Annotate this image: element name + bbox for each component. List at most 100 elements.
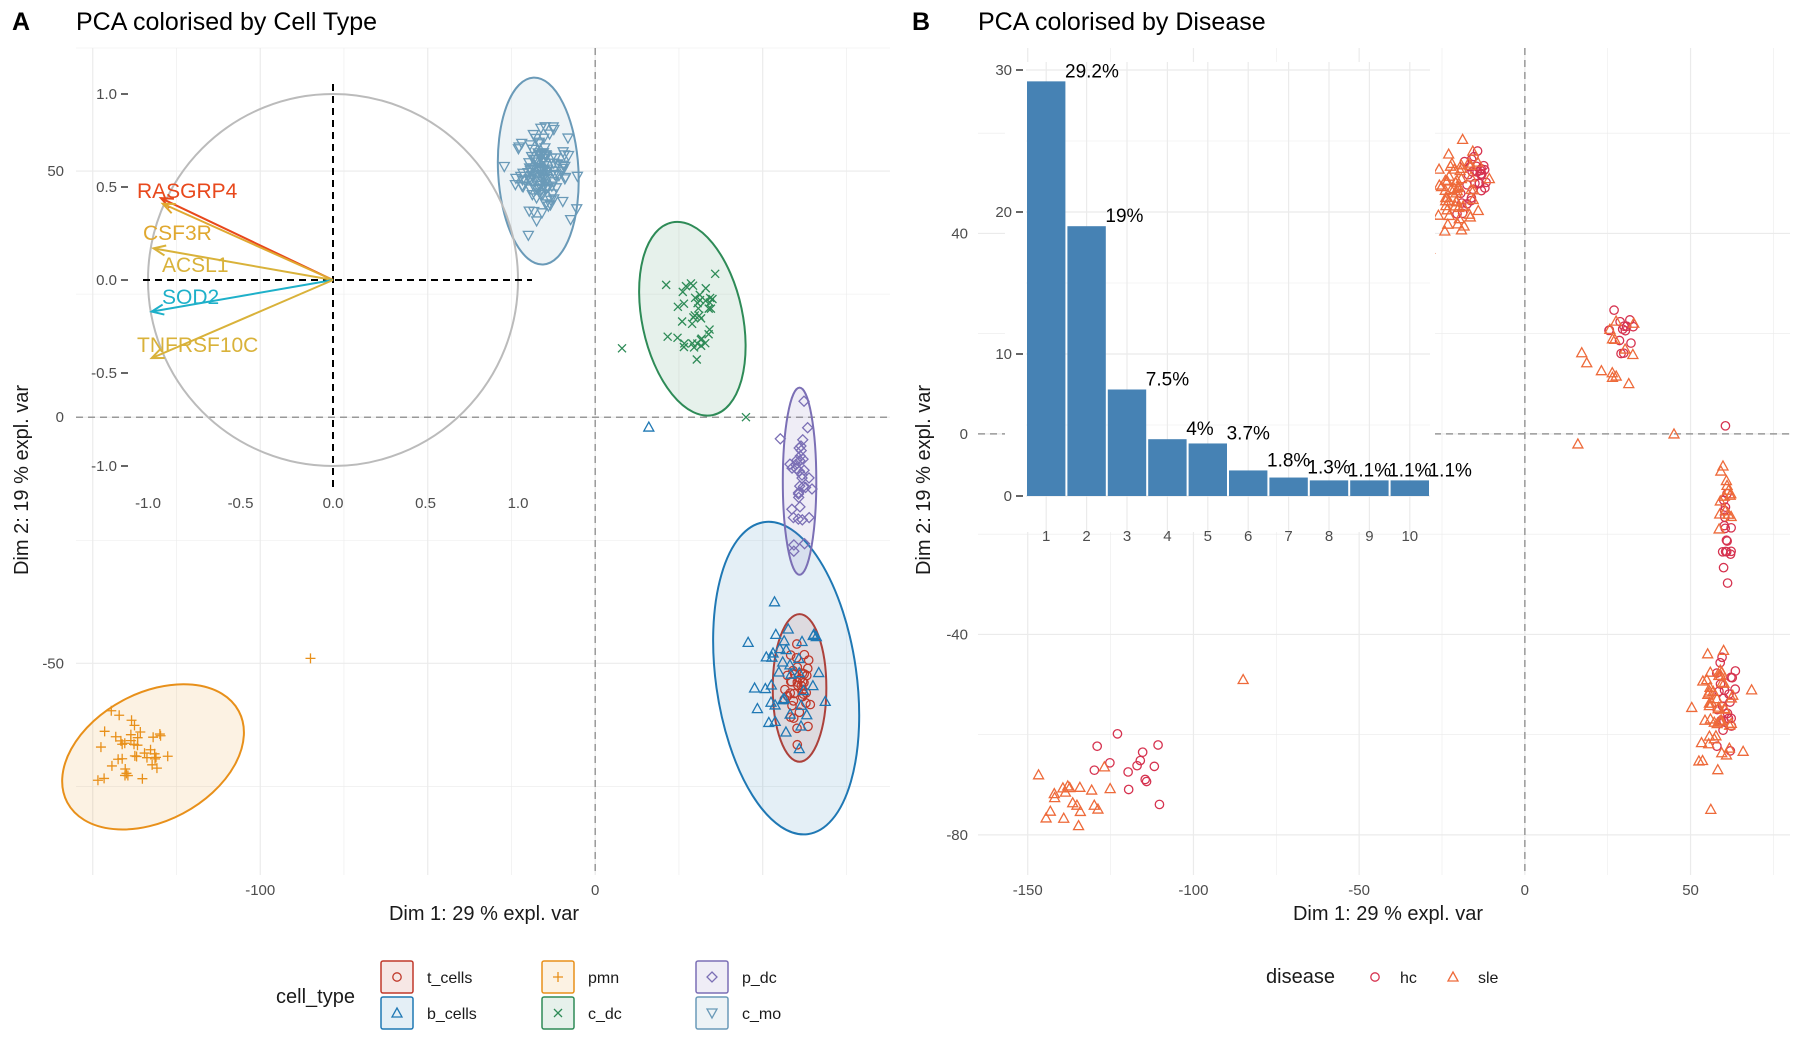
point-c_mo <box>547 122 560 134</box>
point-c_mo <box>530 216 543 228</box>
point-pmn <box>92 775 103 786</box>
point-c_mo <box>539 122 552 134</box>
scree-y-tick-label: 0 <box>1004 488 1012 505</box>
point-b_cells <box>776 655 789 667</box>
point-b_cells <box>782 622 795 634</box>
legend-label-hc: hc <box>1400 970 1417 987</box>
point-p_dc <box>790 454 803 467</box>
point-sle <box>1445 183 1458 195</box>
loading-label-RASGRP4: RASGRP4 <box>137 180 238 203</box>
loading-arrowhead-TNFRSF10C <box>149 348 165 360</box>
point-sle <box>1439 194 1452 206</box>
point-sle <box>1048 787 1061 799</box>
point-pmn <box>106 760 117 771</box>
point-c_dc <box>673 302 683 312</box>
point-sle <box>1701 647 1714 659</box>
panel-a-x-axis-title: Dim 1: 29 % expl. var <box>389 903 579 925</box>
point-pmn <box>125 729 136 740</box>
point-sle <box>1723 741 1736 753</box>
point-c_mo <box>535 208 549 220</box>
scree-y-tick-label: 20 <box>995 204 1012 221</box>
inset-x-tick-label: 0.5 <box>415 495 436 512</box>
point-sle <box>1450 194 1463 206</box>
point-sle <box>1439 199 1453 211</box>
scree-bar-label-3: 7.5% <box>1146 370 1189 391</box>
legend-marker-c_mo <box>705 1008 719 1020</box>
point-c_mo <box>514 171 527 183</box>
point-b_cells <box>793 666 806 678</box>
point-b_cells <box>810 630 823 642</box>
point-t_cells <box>788 696 799 706</box>
point-sle <box>1074 805 1087 817</box>
point-sle <box>1466 144 1479 156</box>
loading-arrowhead-CSF3R <box>160 202 176 214</box>
point-sle <box>1703 696 1716 708</box>
point-sle <box>1704 712 1717 724</box>
inset-y-tick-label: 1.0 <box>96 86 117 103</box>
point-hc <box>1474 178 1485 189</box>
scree-x-tick-label: 4 <box>1163 528 1171 545</box>
point-b_cells <box>742 636 755 647</box>
point-c_mo <box>547 158 560 170</box>
point-pmn <box>117 739 128 750</box>
legend-label-b_cells: b_cells <box>427 1006 477 1023</box>
point-p_dc <box>792 488 805 500</box>
point-hc <box>1135 755 1146 766</box>
point-c_mo <box>547 166 560 178</box>
point-p_dc <box>799 481 812 494</box>
point-sle <box>1072 819 1085 831</box>
point-pmn <box>110 731 121 742</box>
point-hc <box>1727 672 1738 683</box>
point-pmn <box>150 753 161 764</box>
point-b_cells <box>800 708 813 720</box>
point-b_cells <box>783 658 797 670</box>
scree-bar-label-7: 1.3% <box>1307 458 1350 479</box>
point-hc <box>1621 321 1632 332</box>
point-pmn <box>155 730 166 741</box>
point-hc <box>1720 420 1731 431</box>
point-c_mo <box>522 230 535 242</box>
point-b_cells <box>769 715 782 727</box>
point-hc <box>1726 522 1736 533</box>
point-p_dc <box>806 483 818 495</box>
point-c_dc <box>617 343 627 353</box>
point-b_cells <box>795 635 809 647</box>
point-pmn <box>121 768 132 779</box>
point-sle <box>1432 162 1446 174</box>
legend-marker-hc <box>1370 972 1380 982</box>
point-hc <box>1137 747 1148 758</box>
point-hc <box>1718 562 1729 573</box>
point-c_dc <box>679 299 689 309</box>
point-c_dc <box>706 304 716 314</box>
point-sle <box>1466 193 1480 205</box>
point-t_cells <box>791 639 802 649</box>
point-p_dc <box>795 444 808 457</box>
point-pmn <box>99 773 110 784</box>
point-c_mo <box>527 129 540 141</box>
point-sle <box>1702 737 1715 749</box>
point-sle <box>1452 201 1465 213</box>
point-c_dc <box>679 342 689 352</box>
point-t_cells <box>785 650 796 660</box>
point-b_cells <box>794 719 808 731</box>
point-pmn <box>129 720 140 731</box>
point-sle <box>1720 479 1734 491</box>
x-tick-label: -150 <box>1013 882 1043 899</box>
point-pmn <box>148 732 159 743</box>
point-sle <box>1059 785 1072 797</box>
point-p_dc <box>803 511 816 524</box>
scree-bar-label-5: 3.7% <box>1227 423 1270 444</box>
point-c_mo <box>558 161 571 173</box>
correlation-circle-inset: -1.0 -0.5 0.0 0.5 1.0 1.0 0.5 0.0 -0.5 -1.0 RASGRP… <box>91 84 532 512</box>
point-t_cells <box>794 707 805 718</box>
point-hc <box>1141 776 1152 787</box>
point-b_cells <box>642 420 655 432</box>
point-b_cells <box>773 642 786 654</box>
point-sle <box>1695 736 1708 748</box>
point-c_dc <box>700 338 710 348</box>
legend-marker-pmn <box>553 972 563 982</box>
loading-label-TNFRSF10C: TNFRSF10C <box>137 334 258 357</box>
point-t_cells <box>797 668 808 679</box>
point-c_dc <box>673 333 682 343</box>
